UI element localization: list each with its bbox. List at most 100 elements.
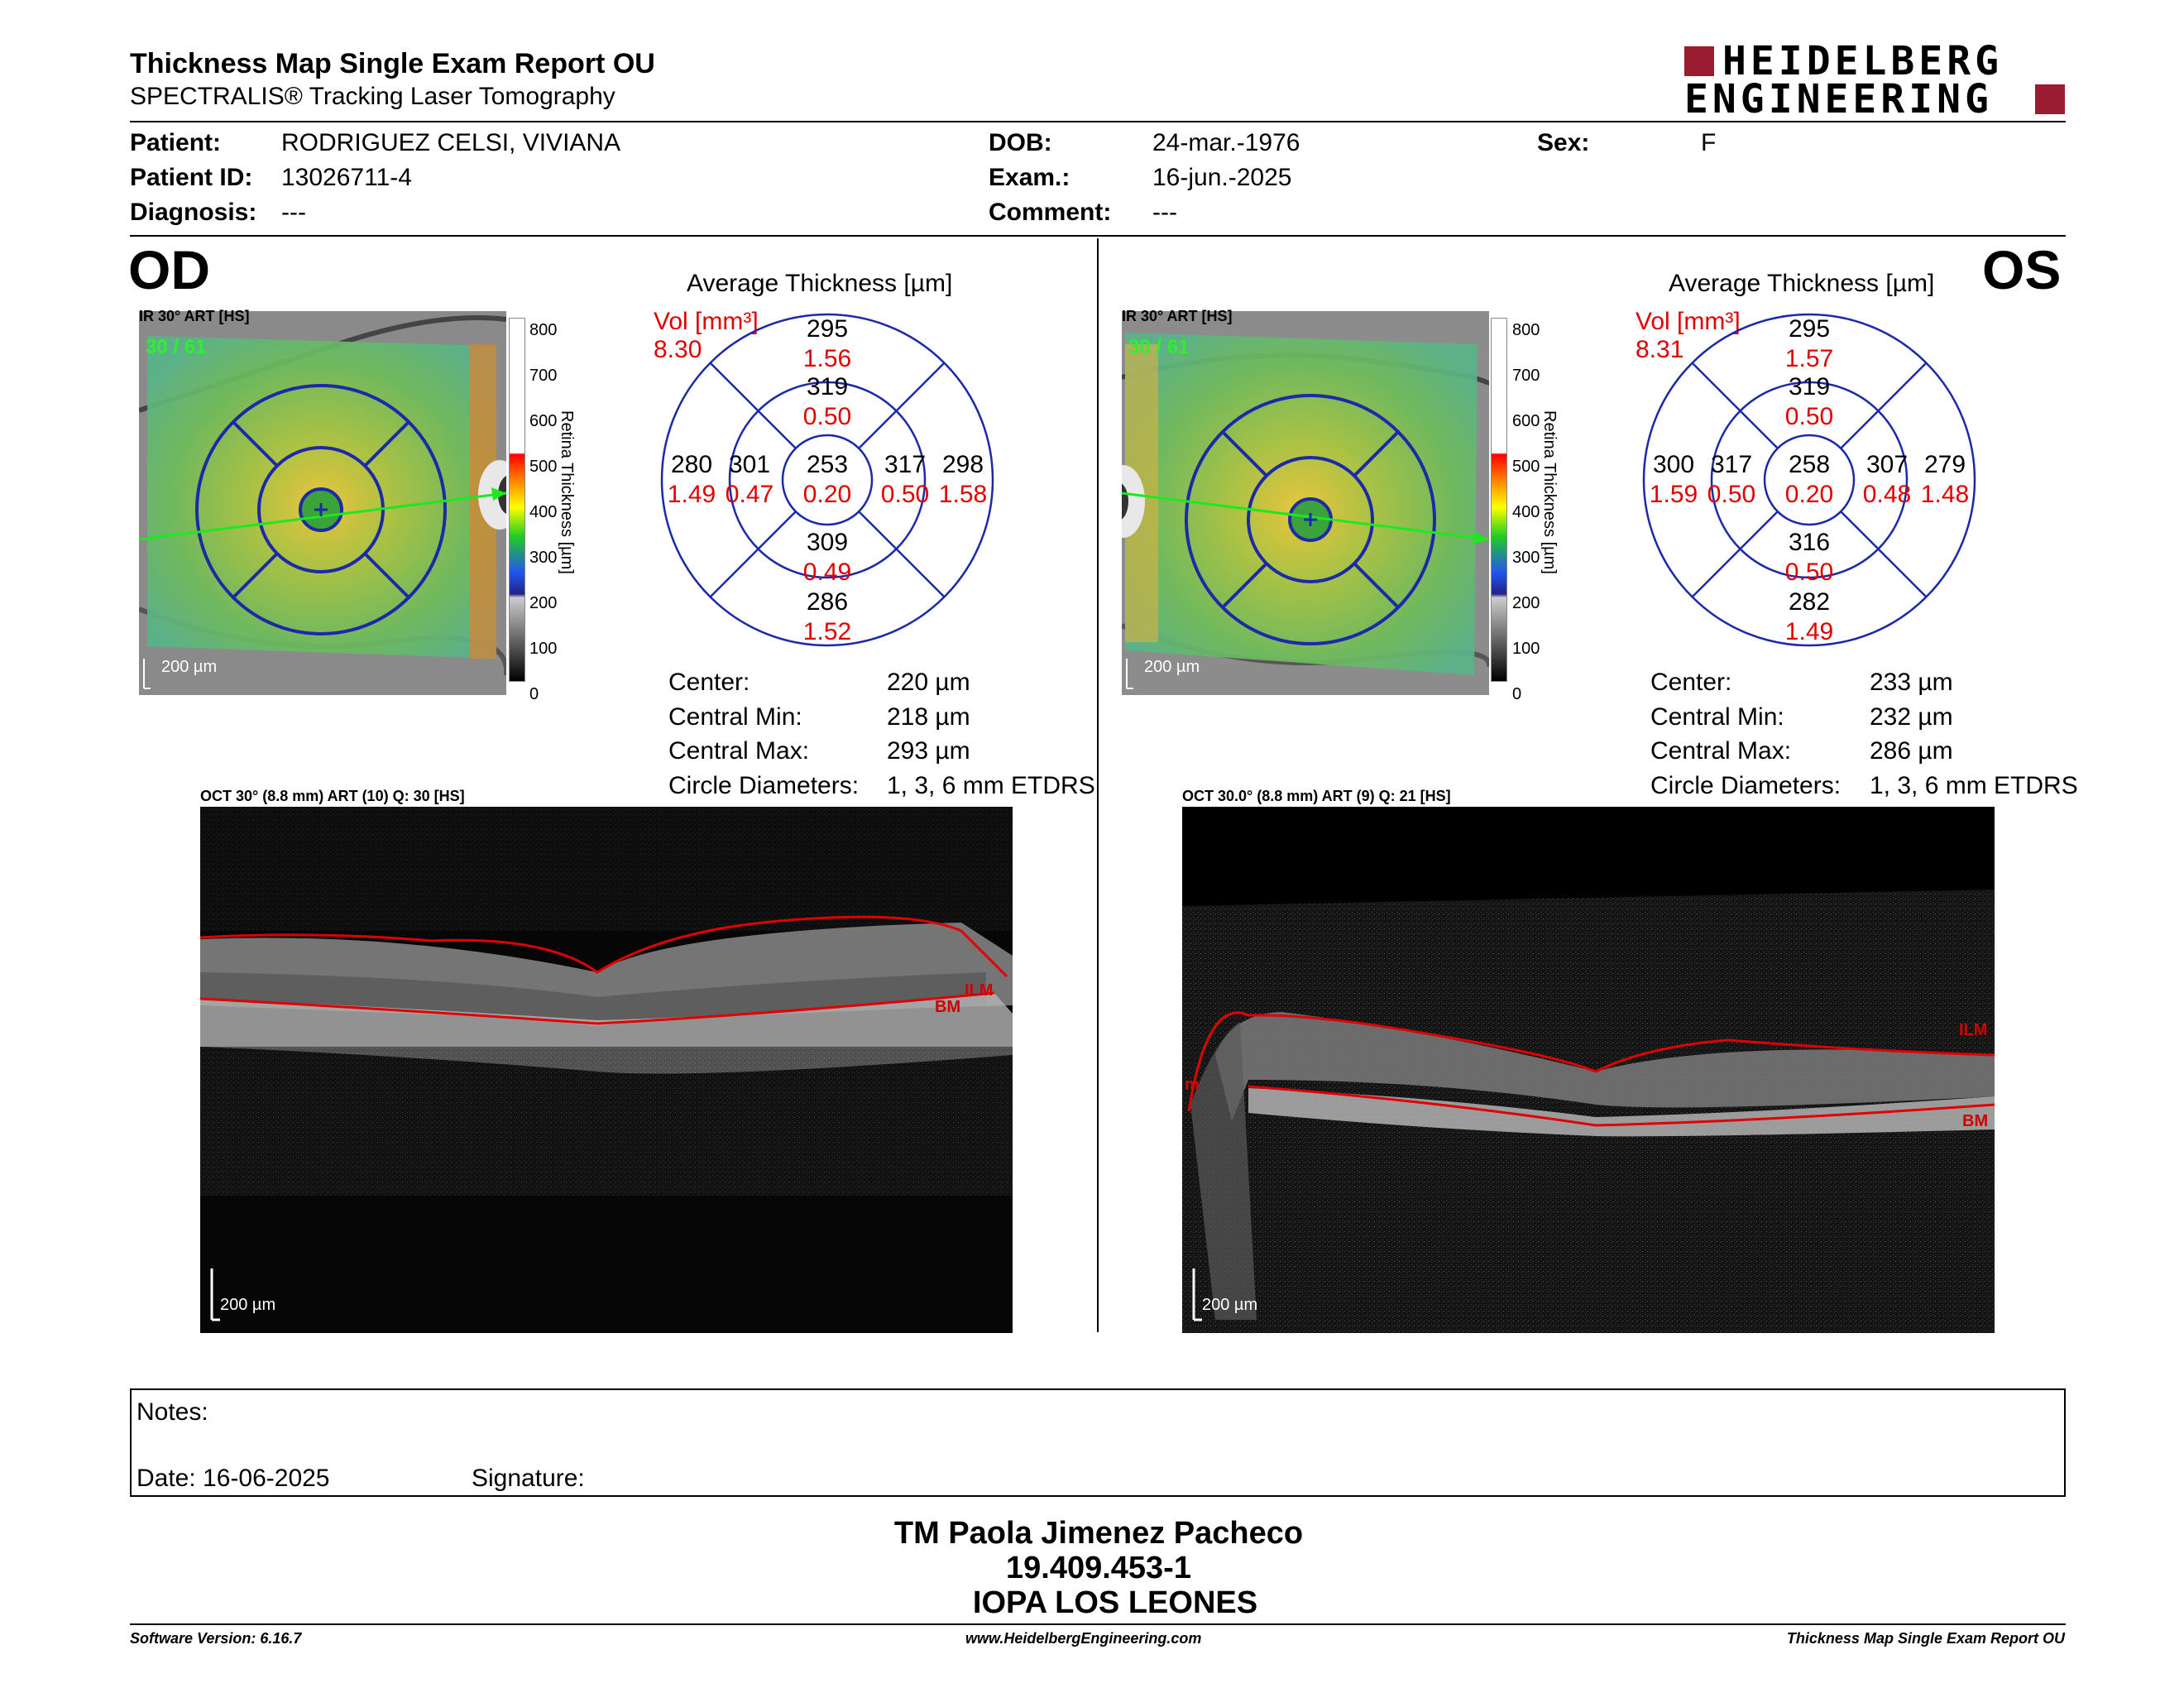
od-ir-image bbox=[137, 311, 521, 695]
os-oct-caption: OCT 30.0° (8.8 mm) ART (9) Q: 21 [HS] bbox=[1182, 788, 1451, 804]
od-outer-left: 280 1.49 bbox=[667, 451, 716, 508]
patient-id-label: Patient ID: bbox=[130, 164, 253, 191]
os-stat-value: 1, 3, 6 mm ETDRS bbox=[1870, 772, 2078, 799]
notes-box bbox=[130, 1388, 2066, 1497]
notes-date: Date: 16-06-2025 bbox=[136, 1465, 330, 1492]
signer-id: 19.409.453-1 bbox=[1006, 1551, 1191, 1585]
os-ir-image bbox=[1102, 311, 1492, 695]
os-etdrs-grid bbox=[1642, 313, 1976, 647]
os-m-label: m bbox=[1185, 1076, 1200, 1094]
os-ir-count: 30 / 61 bbox=[1128, 336, 1190, 358]
od-oct-image bbox=[199, 807, 1013, 1333]
od-outer-bottom: 286 1.52 bbox=[802, 588, 852, 645]
os-stat-label: Central Min: bbox=[1650, 703, 1784, 731]
sex: F bbox=[1701, 129, 1717, 156]
footer-report-name: Thickness Map Single Exam Report OU bbox=[1786, 1630, 2065, 1647]
sex-label: Sex: bbox=[1537, 129, 1590, 156]
os-bm-label: BM bbox=[1962, 1112, 1989, 1130]
signer-name: TM Paola Jimenez Pacheco bbox=[893, 1516, 1304, 1551]
od-vol-label: Vol [mm³] bbox=[654, 308, 759, 335]
od-eye-label: OD bbox=[128, 239, 210, 300]
od-bm-label: BM bbox=[935, 998, 961, 1016]
info-rule bbox=[130, 235, 2066, 237]
os-inner-bottom: 316 0.50 bbox=[1784, 529, 1834, 586]
heidelberg-logo: HEIDELBERG ENGINEERING bbox=[1684, 38, 2065, 122]
exam-label: Exam.: bbox=[989, 164, 1070, 191]
os-stat-label: Center: bbox=[1650, 669, 1732, 696]
os-outer-top: 295 1.57 bbox=[1784, 315, 1834, 372]
os-inner-left: 317 0.50 bbox=[1707, 451, 1756, 508]
dob: 24-mar.-1976 bbox=[1152, 129, 1300, 156]
os-colorbar-label: Retina Thickness [µm] bbox=[1540, 410, 1559, 574]
os-inner-top: 319 0.50 bbox=[1784, 373, 1834, 430]
od-outer-right: 298 1.58 bbox=[938, 451, 988, 508]
os-stat-label: Central Max: bbox=[1650, 737, 1792, 765]
diagnosis: --- bbox=[281, 199, 306, 226]
od-stat-value: 293 µm bbox=[887, 737, 970, 765]
os-ilm-label: ILM bbox=[1959, 1021, 1988, 1039]
os-stat-value: 233 µm bbox=[1870, 669, 1953, 696]
od-ilm-label: ILM bbox=[965, 981, 994, 1000]
comment-label: Comment: bbox=[989, 199, 1112, 226]
signature-label: Signature: bbox=[472, 1465, 585, 1492]
os-ir-caption: IR 30° ART [HS] bbox=[1122, 308, 1233, 324]
od-vol: 8.30 bbox=[654, 336, 702, 363]
od-colorbar-ticks: 800 700 600 500 400 300 200 100 0 bbox=[529, 321, 558, 703]
os-colorbar-ticks: 800 700 600 500 400 300 200 100 0 bbox=[1512, 321, 1540, 703]
patient-name: RODRIGUEZ CELSI, VIVIANA bbox=[281, 129, 621, 156]
os-center: 258 0.20 bbox=[1784, 451, 1834, 508]
report-title: Thickness Map Single Exam Report OU bbox=[130, 48, 655, 79]
os-outer-bottom: 282 1.49 bbox=[1784, 588, 1834, 645]
od-ir-count: 30 / 61 bbox=[146, 336, 207, 358]
os-vol: 8.31 bbox=[1636, 336, 1684, 363]
patient-id: 13026711-4 bbox=[281, 164, 412, 191]
od-stat-value: 220 µm bbox=[887, 669, 970, 696]
os-stat-label: Circle Diameters: bbox=[1650, 772, 1842, 799]
od-ir-scale: 200 µm bbox=[161, 658, 218, 676]
os-stat-value: 232 µm bbox=[1870, 703, 1953, 731]
os-eye-label: OS bbox=[1982, 239, 2062, 300]
os-oct-scale: 200 µm bbox=[1202, 1296, 1258, 1314]
dob-label: DOB: bbox=[989, 129, 1052, 156]
os-vol-label: Vol [mm³] bbox=[1636, 308, 1741, 335]
od-ir-caption: IR 30° ART [HS] bbox=[139, 308, 250, 324]
footer-website-link[interactable]: www.HeidelbergEngineering.com bbox=[965, 1630, 1202, 1647]
od-avg-title: Average Thickness [µm] bbox=[687, 270, 953, 297]
od-stat-label: Central Min: bbox=[668, 703, 802, 731]
od-colorbar-label: Retina Thickness [µm] bbox=[558, 410, 576, 574]
od-stat-label: Center: bbox=[668, 669, 750, 696]
od-etdrs-grid bbox=[660, 313, 994, 647]
os-outer-left: 300 1.59 bbox=[1649, 451, 1698, 508]
footer-software-version: Software Version: 6.16.7 bbox=[130, 1630, 302, 1647]
od-stat-value: 218 µm bbox=[887, 703, 970, 731]
signer-org: IOPA LOS LEONES bbox=[972, 1585, 1258, 1620]
footer-rule bbox=[130, 1623, 2066, 1625]
od-stat-value: 1, 3, 6 mm ETDRS bbox=[887, 772, 1095, 799]
eye-divider bbox=[1097, 238, 1099, 1332]
od-oct-caption: OCT 30° (8.8 mm) ART (10) Q: 30 [HS] bbox=[200, 788, 465, 804]
od-inner-right: 317 0.50 bbox=[880, 451, 930, 508]
os-stat-value: 286 µm bbox=[1870, 737, 1953, 765]
os-oct-image bbox=[1182, 807, 1995, 1333]
od-outer-top: 295 1.56 bbox=[802, 315, 852, 372]
header-rule bbox=[130, 121, 2066, 122]
diagnosis-label: Diagnosis: bbox=[130, 199, 257, 226]
od-stat-label: Central Max: bbox=[668, 737, 810, 765]
od-inner-left: 301 0.47 bbox=[725, 451, 774, 508]
od-center: 253 0.20 bbox=[802, 451, 852, 508]
od-oct-scale: 200 µm bbox=[220, 1296, 276, 1314]
os-colorbar bbox=[1491, 318, 1507, 682]
od-inner-bottom: 309 0.49 bbox=[802, 529, 852, 586]
os-inner-right: 307 0.48 bbox=[1862, 451, 1912, 508]
patient-label: Patient: bbox=[130, 129, 222, 156]
exam-date: 16-jun.-2025 bbox=[1152, 164, 1292, 191]
od-inner-top: 319 0.50 bbox=[802, 373, 852, 430]
os-outer-right: 279 1.48 bbox=[1920, 451, 1970, 508]
notes-label: Notes: bbox=[136, 1398, 208, 1426]
od-stat-label: Circle Diameters: bbox=[668, 772, 860, 799]
os-ir-scale: 200 µm bbox=[1144, 658, 1200, 676]
report-subtitle: SPECTRALIS® Tracking Laser Tomography bbox=[130, 83, 615, 110]
os-avg-title: Average Thickness [µm] bbox=[1669, 270, 1935, 297]
od-colorbar bbox=[509, 318, 525, 682]
comment: --- bbox=[1152, 199, 1177, 226]
